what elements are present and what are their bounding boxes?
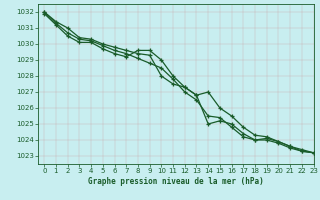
- X-axis label: Graphe pression niveau de la mer (hPa): Graphe pression niveau de la mer (hPa): [88, 177, 264, 186]
